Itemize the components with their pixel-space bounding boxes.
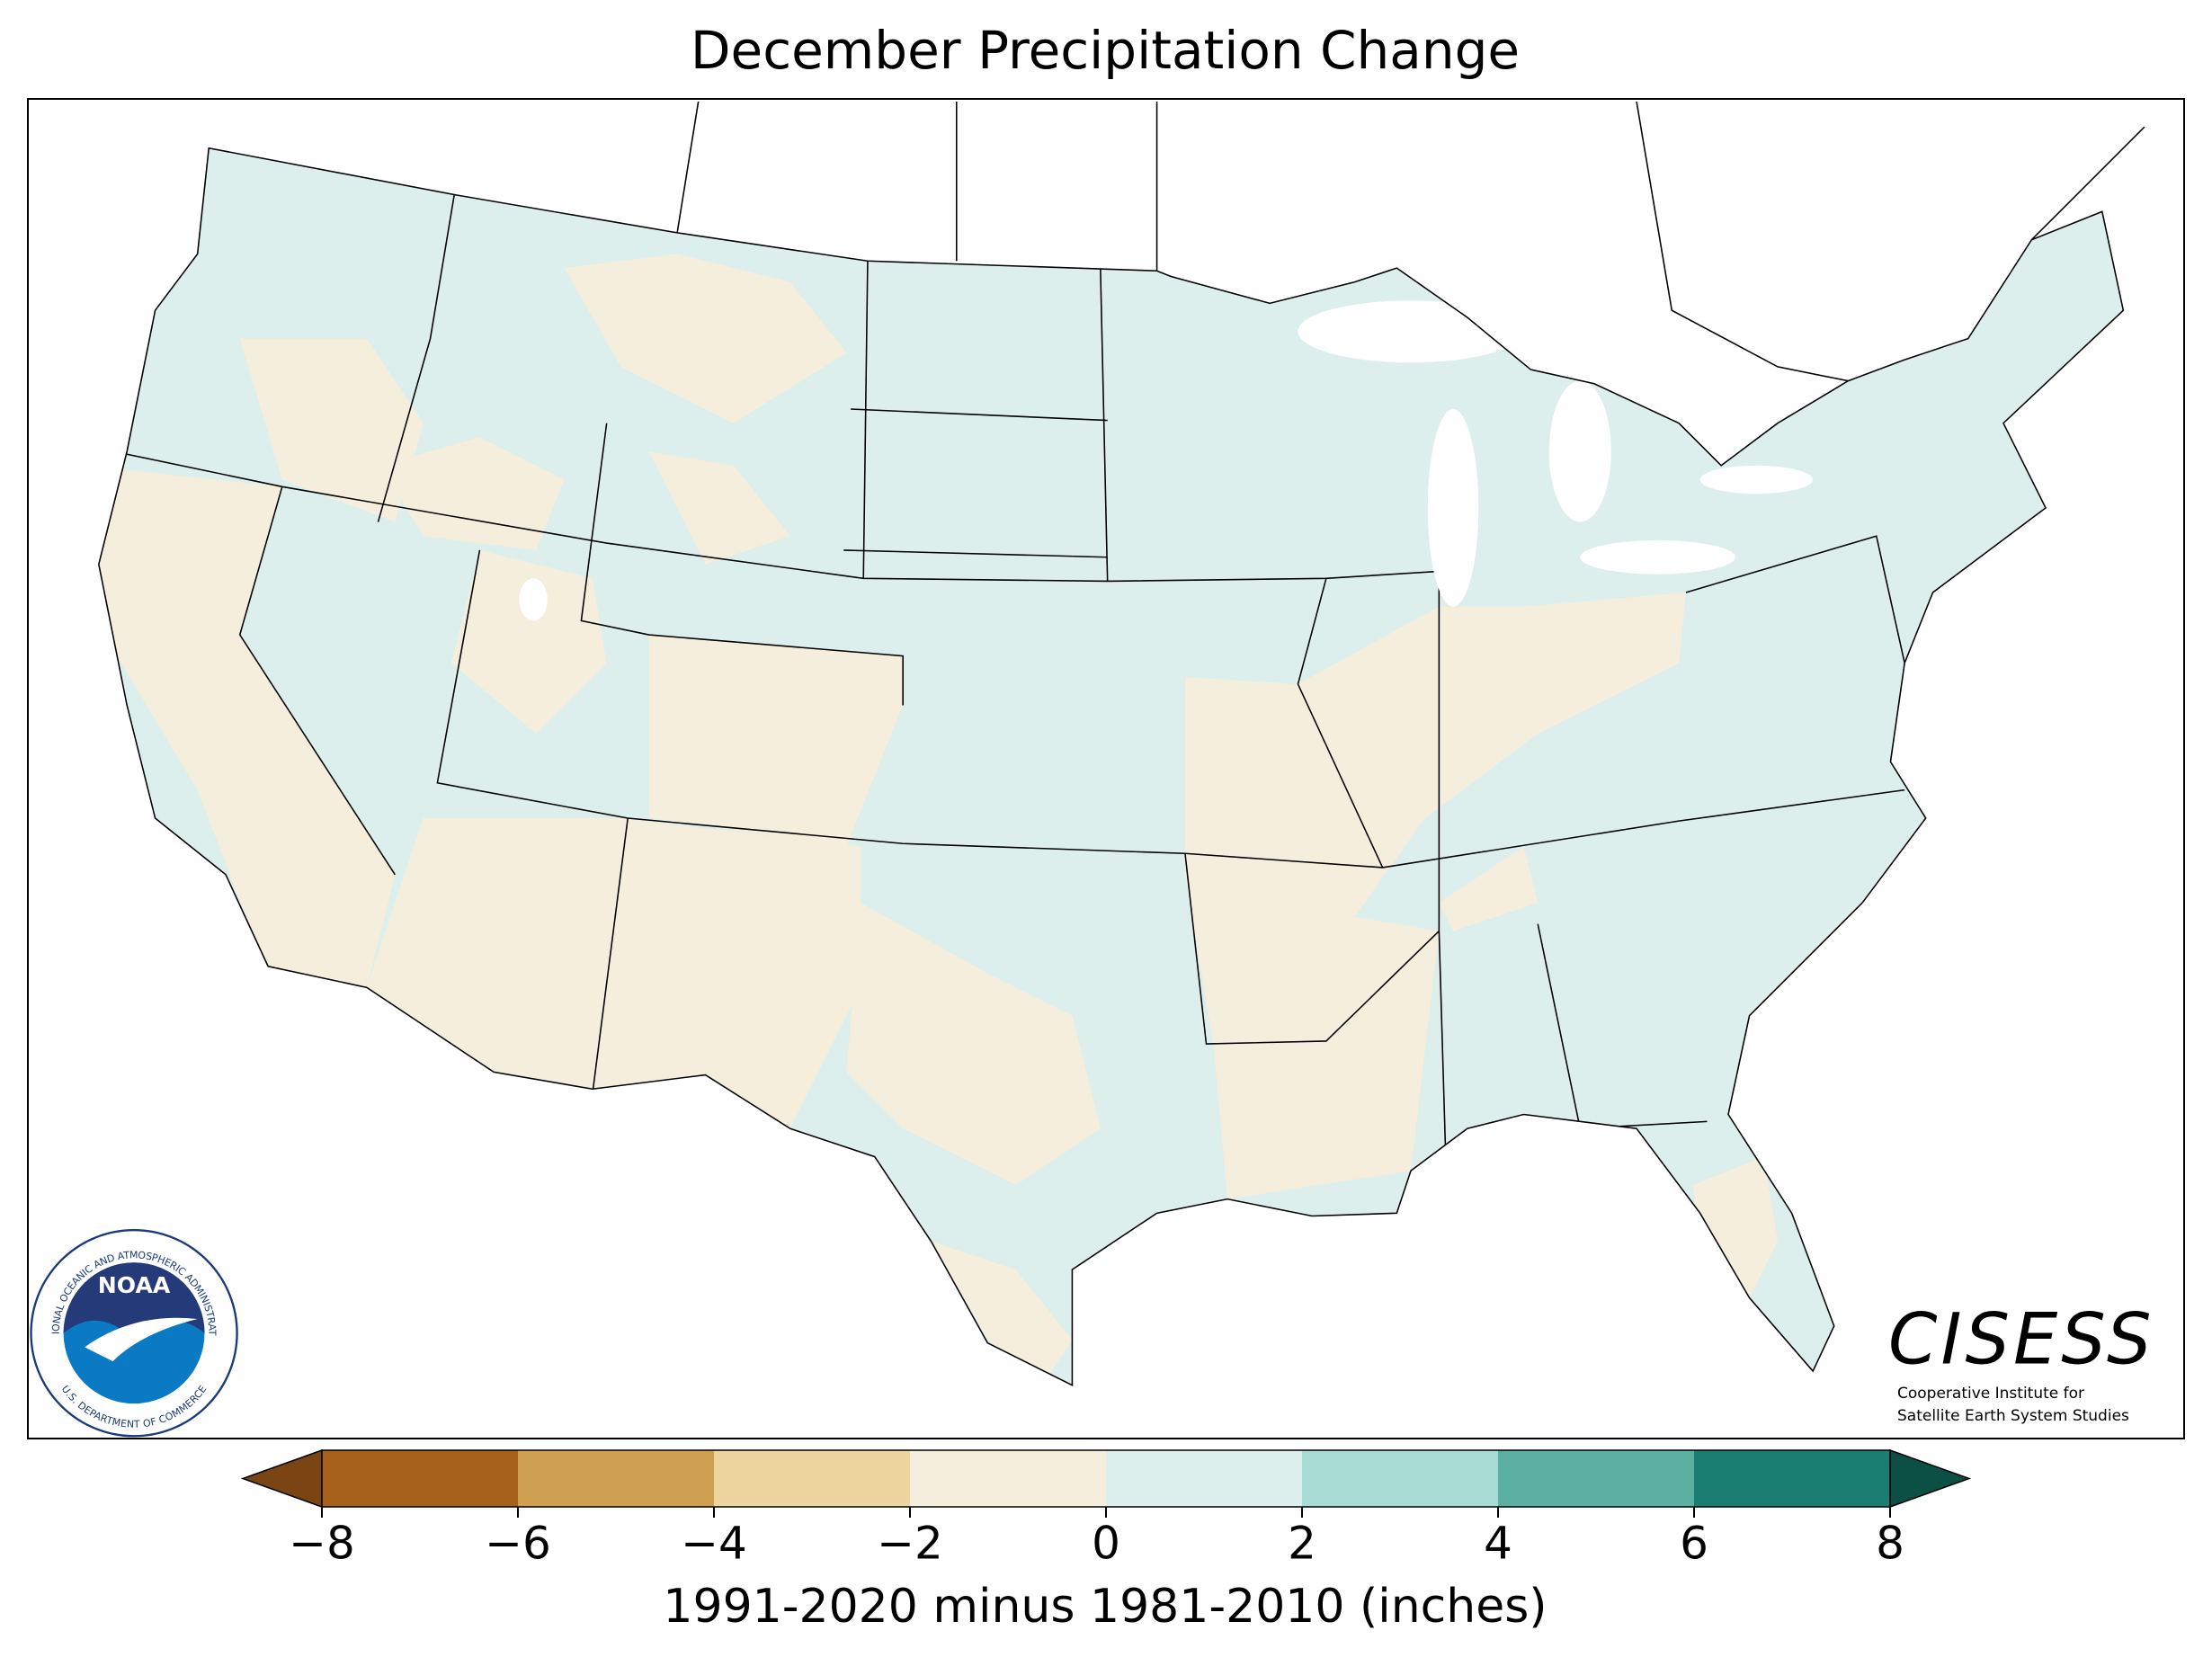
colorbar-segment	[910, 1450, 1106, 1507]
colorbar-tick-label: 0	[1092, 1518, 1120, 1570]
canada-borders	[676, 101, 2145, 382]
us-outline	[98, 147, 2125, 1387]
colorbar-segment	[1498, 1450, 1694, 1507]
positive-area	[98, 147, 2124, 1385]
colorbar-tick-label: −2	[877, 1518, 943, 1570]
colorbar-tick-label: 6	[1680, 1518, 1708, 1570]
map-title: December Precipitation Change	[691, 20, 1520, 81]
colorbar-segment	[1694, 1450, 1890, 1507]
noaa-bird	[85, 1317, 198, 1362]
colorbar-tick-label: 4	[1484, 1518, 1512, 1570]
colorbar-segment	[1302, 1450, 1498, 1507]
cisess-line1: Cooperative Institute for	[1897, 1385, 2084, 1403]
cisess-line2: Satellite Earth System Studies	[1897, 1407, 2129, 1425]
colorbar-tick-label: 2	[1288, 1518, 1316, 1570]
cisess-logo: CISESS Cooperative Institute for Satelli…	[1888, 1299, 2155, 1425]
noaa-name: NOAA	[98, 1272, 171, 1298]
map-frame	[27, 98, 2185, 1439]
map: NOAA NATIONAL OCEANIC AND ATMOSPHERIC AD…	[0, 0, 2145, 1438]
colorbar: −8 −6 −4 −2 0 2 4 6 8	[240, 1448, 1972, 1570]
state-borders	[127, 194, 1905, 1172]
colorbar-segment	[322, 1450, 518, 1507]
colorbar-under	[240, 1448, 323, 1509]
lakes	[519, 300, 1814, 621]
cisess-name: CISESS	[1888, 1299, 2155, 1380]
negative-areas	[98, 254, 1778, 1383]
colorbar-tick-label: 8	[1876, 1518, 1904, 1570]
colorbar-segment	[1106, 1450, 1302, 1507]
colorbar-tick-label: −6	[485, 1518, 551, 1570]
us-fill	[98, 147, 2124, 1385]
noaa-sky	[63, 1262, 205, 1341]
colorbar-segment	[518, 1450, 714, 1507]
colorbar-over	[1889, 1448, 1972, 1509]
colorbar-label: 1991-2020 minus 1981-2010 (inches)	[663, 1580, 1547, 1634]
colorbar-tick-label: −8	[289, 1518, 355, 1570]
colorbar-tick-label: −4	[681, 1518, 747, 1570]
colorbar-segment	[714, 1450, 910, 1507]
